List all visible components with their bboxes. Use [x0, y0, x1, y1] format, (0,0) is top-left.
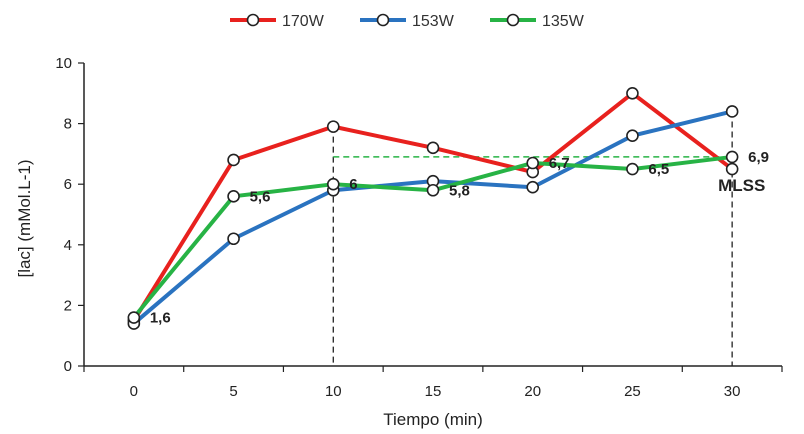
legend-marker-135W	[506, 13, 520, 27]
data-point-153W	[626, 129, 639, 143]
data-label: 6,5	[648, 161, 669, 178]
data-point-153W	[725, 105, 739, 118]
data-label: 6,9	[748, 149, 769, 166]
y-tick-label: 0	[64, 358, 72, 375]
y-tick-label: 6	[64, 176, 72, 193]
y-tick-label: 8	[64, 116, 72, 133]
data-point-170W	[725, 162, 739, 176]
x-axis-title: Tiempo (min)	[383, 410, 483, 429]
x-tick-label: 0	[130, 383, 138, 400]
mlss-annotation: MLSS	[718, 176, 765, 195]
legend-marker-170W	[246, 13, 260, 27]
x-tick-label: 15	[425, 383, 442, 400]
data-point-135W	[426, 183, 440, 197]
series-group	[127, 87, 739, 330]
y-axis-title: [lac] (mMol.L-1)	[15, 159, 34, 277]
y-tick-label: 4	[64, 237, 72, 254]
data-point-153W	[227, 232, 240, 246]
data-label: 6,7	[549, 155, 570, 172]
x-tick-label: 20	[524, 383, 541, 400]
data-label: 5,8	[449, 182, 470, 199]
data-point-170W	[227, 153, 240, 167]
data-point-135W	[626, 162, 639, 176]
data-point-135W	[127, 311, 141, 324]
data-point-135W	[326, 177, 340, 191]
y-tick-label: 10	[55, 55, 72, 72]
data-point-153W	[526, 180, 540, 194]
y-tick-label: 2	[64, 297, 72, 314]
data-label: 5,6	[250, 188, 271, 205]
data-labels: 1,6 5,6 6 5,8 6,7 6,5 6,9	[150, 149, 769, 327]
data-point-135W	[526, 156, 540, 170]
legend: 170W 153W 135W	[230, 13, 585, 30]
x-tick-label: 25	[624, 383, 641, 400]
reference-lines	[332, 111, 733, 366]
data-point-170W	[426, 141, 440, 155]
legend-label: 170W	[282, 13, 325, 30]
data-point-170W	[326, 120, 340, 133]
data-point-135W	[227, 190, 240, 203]
data-label: 6	[349, 176, 357, 193]
x-tick-label: 10	[325, 383, 342, 400]
legend-label: 153W	[412, 13, 455, 30]
data-point-170W	[626, 87, 639, 100]
data-label: 1,6	[150, 310, 171, 327]
x-tick-label: 30	[724, 383, 741, 400]
data-point-135W	[725, 150, 739, 164]
axes: 0 2 4 6 8 10 0 5 10 15 20 25 30	[55, 55, 783, 400]
x-tick-label: 5	[229, 383, 237, 400]
legend-label: 135W	[542, 13, 585, 30]
legend-marker-153W	[376, 13, 390, 27]
